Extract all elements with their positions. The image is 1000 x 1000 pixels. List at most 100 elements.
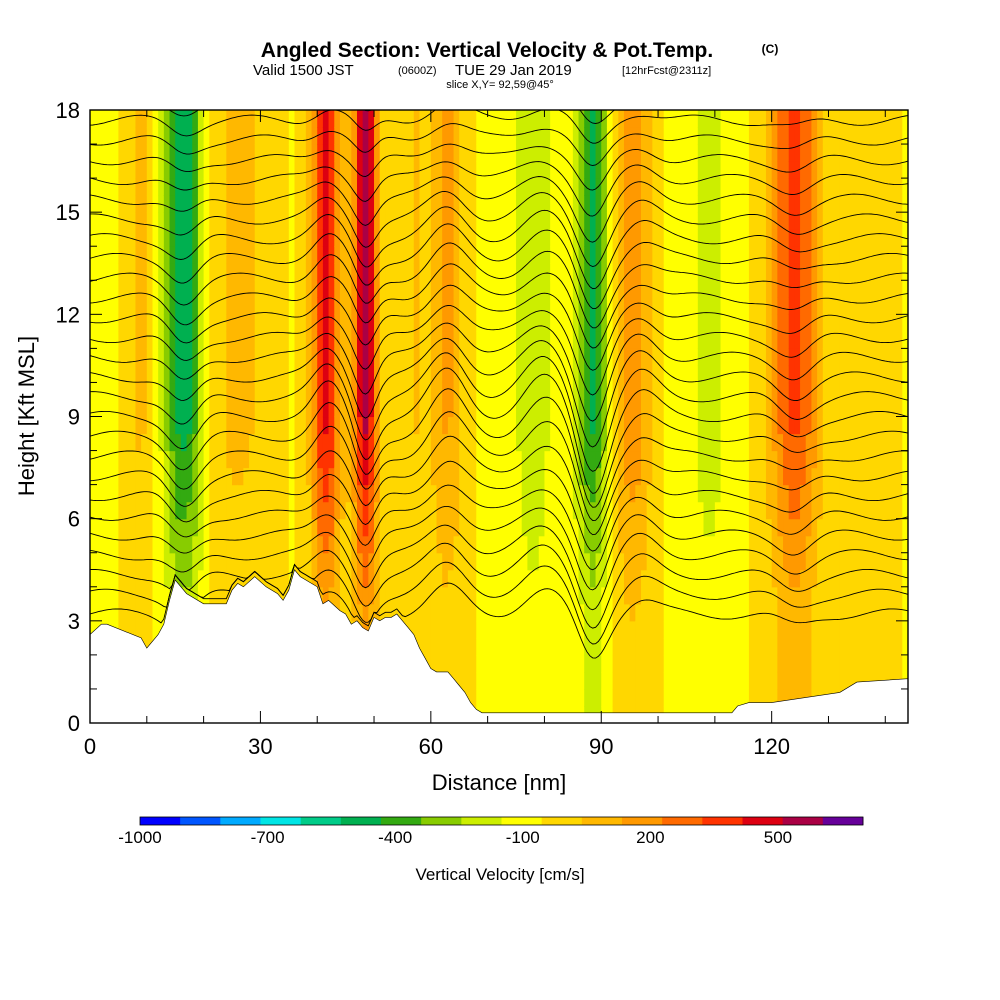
velocity-cell [220,348,227,367]
velocity-cell [447,144,455,162]
velocity-cell [731,620,739,639]
velocity-cell [453,178,460,196]
velocity-cell [794,297,801,315]
velocity-cell [805,467,813,486]
velocity-cell [288,450,296,469]
velocity-cell [544,263,551,281]
velocity-cell [839,484,847,503]
velocity-cell [834,637,841,656]
velocity-cell [220,484,227,503]
velocity-cell [334,450,341,469]
velocity-cell [783,178,790,196]
velocity-cell [652,569,659,588]
velocity-cell [862,314,869,332]
velocity-cell [118,433,125,452]
velocity-cell [107,212,114,230]
velocity-cell [601,314,608,332]
velocity-cell [203,569,210,588]
velocity-cell [362,161,369,179]
velocity-cell [834,263,841,281]
velocity-cell [499,603,506,622]
velocity-cell [777,620,784,639]
velocity-cell [499,501,506,520]
velocity-cell [351,246,358,264]
velocity-cell [589,603,597,622]
velocity-cell [663,637,671,656]
velocity-cell [311,246,318,264]
velocity-cell [544,212,551,230]
velocity-cell [493,178,500,196]
velocity-cell [311,348,318,367]
velocity-cell [413,263,421,281]
velocity-cell [754,178,761,196]
velocity-cell [226,382,233,401]
velocity-cell [771,280,778,298]
velocity-cell [141,246,148,264]
velocity-cell [447,280,455,298]
velocity-cell [175,229,182,247]
velocity-cell [555,212,563,230]
velocity-cell [135,263,142,281]
velocity-cell [856,127,864,145]
velocity-cell [834,110,841,128]
velocity-cell [839,654,847,673]
velocity-cell [464,501,472,520]
velocity-cell [129,501,137,520]
velocity-cell [135,331,142,349]
velocity-cell [90,569,97,588]
velocity-cell [425,586,432,605]
velocity-cell [703,331,710,349]
velocity-cell [141,535,148,554]
velocity-cell [550,297,557,315]
velocity-cell [209,433,216,452]
velocity-cell [209,144,216,162]
velocity-cell [232,569,239,588]
velocity-cell [589,297,597,315]
velocity-cell [266,246,273,264]
velocity-cell [345,127,352,145]
velocity-cell [652,297,659,315]
velocity-cell [731,535,739,554]
velocity-cell [141,144,148,162]
velocity-cell [385,331,392,349]
velocity-cell [362,416,369,435]
velocity-cell [839,127,847,145]
velocity-cell [476,280,483,298]
velocity-cell [669,552,676,571]
velocity-cell [305,127,313,145]
velocity-cell [396,399,404,418]
velocity-cell [271,416,279,435]
velocity-cell [680,654,688,673]
velocity-cell [731,246,739,264]
velocity-cell [368,501,375,520]
velocity-cell [158,161,165,179]
velocity-cell [873,467,881,486]
velocity-cell [135,365,142,384]
velocity-cell [862,416,869,435]
velocity-cell [828,331,835,349]
velocity-cell [249,382,256,401]
velocity-cell [686,314,693,332]
velocity-cell [209,586,216,605]
velocity-cell [425,297,432,315]
velocity-cell [856,263,864,281]
velocity-cell [339,518,347,537]
velocity-cell [118,246,125,264]
velocity-cell [658,671,665,690]
velocity-cell [777,297,784,315]
velocity-cell [339,229,347,247]
velocity-cell [623,195,631,213]
velocity-cell [686,280,693,298]
velocity-cell [504,586,511,605]
velocity-cell [158,433,165,452]
velocity-cell [447,416,455,435]
velocity-cell [765,467,773,486]
velocity-cell [862,280,869,298]
velocity-cell [555,484,563,503]
velocity-cell [180,535,188,554]
velocity-cell [169,212,176,230]
velocity-cell [720,110,727,128]
velocity-cell [612,178,619,196]
velocity-cell [839,671,847,690]
velocity-cell [277,365,284,384]
